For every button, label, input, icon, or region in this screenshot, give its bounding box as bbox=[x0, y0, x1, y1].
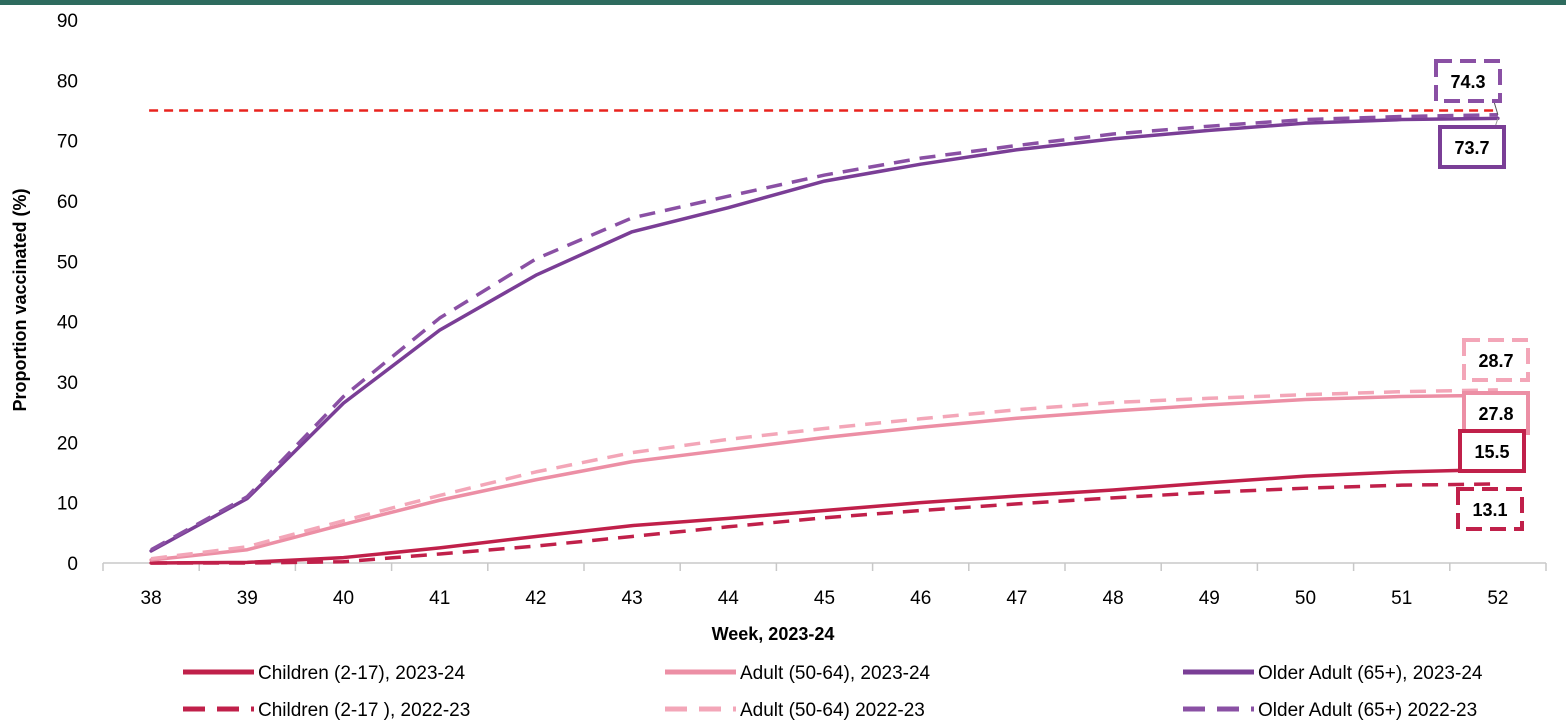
callout-box bbox=[1462, 338, 1530, 382]
y-tick-label: 20 bbox=[57, 433, 78, 454]
legend-label: Older Adult (65+), 2023-24 bbox=[1258, 663, 1483, 684]
callout-label: 15.5 bbox=[1474, 442, 1509, 462]
x-tick-label: 40 bbox=[333, 588, 354, 609]
callout-13-1: 13.1 bbox=[1456, 487, 1524, 531]
y-tick-label: 40 bbox=[57, 313, 78, 334]
callout-15-5: 15.5 bbox=[1458, 429, 1526, 473]
series-line-6 bbox=[150, 112, 1498, 552]
y-tick-label: 50 bbox=[57, 252, 78, 273]
y-tick-label: 70 bbox=[57, 132, 78, 153]
callout-box bbox=[1438, 125, 1506, 169]
x-tick-label: 39 bbox=[237, 588, 258, 609]
y-tick-label: 80 bbox=[57, 71, 78, 92]
top-accent-bar bbox=[0, 0, 1566, 5]
callout-label: 74.3 bbox=[1450, 72, 1485, 92]
callout-label: 13.1 bbox=[1472, 500, 1507, 520]
legend-label: Children (2-17), 2023-24 bbox=[258, 663, 465, 684]
y-tick-label: 90 bbox=[57, 11, 78, 32]
y-tick-label: 10 bbox=[57, 494, 78, 515]
legend-item-2: Children (2-17 ), 2022-23 bbox=[183, 700, 470, 721]
callout-73-7: 73.7 bbox=[1438, 118, 1506, 169]
legend-label: Children (2-17 ), 2022-23 bbox=[258, 700, 470, 721]
callout-label: 27.8 bbox=[1478, 404, 1513, 424]
x-tick-label: 38 bbox=[141, 588, 162, 609]
callout-box bbox=[1458, 429, 1526, 473]
legend-label: Older Adult (65+) 2022-23 bbox=[1258, 700, 1477, 721]
x-axis-title: Week, 2023-24 bbox=[712, 624, 835, 644]
callout-box bbox=[1434, 59, 1502, 103]
callout-74-3: 74.3 bbox=[1434, 59, 1502, 115]
series-line-1 bbox=[149, 467, 1500, 565]
x-tick-label: 48 bbox=[1103, 588, 1124, 609]
x-tick-label: 45 bbox=[814, 588, 835, 609]
legend-item-3: Adult (50-64), 2023-24 bbox=[665, 663, 931, 684]
x-tick-label: 46 bbox=[910, 588, 931, 609]
callout-27-8: 27.8 bbox=[1462, 391, 1530, 435]
callout-box bbox=[1456, 487, 1524, 531]
legend-item-4: Adult (50-64) 2022-23 bbox=[665, 700, 925, 721]
x-tick-label: 42 bbox=[525, 588, 546, 609]
x-axis: 38 39 40 41 42 43 44 45 46 47 48 49 50 51 52 bbox=[102, 562, 1547, 609]
legend-item-6: Older Adult (65+) 2022-23 bbox=[1183, 700, 1477, 721]
value-callouts: 74.3 73.7 28.7 27.8 15.5 13.1 bbox=[1434, 59, 1530, 531]
legend-item-1: Children (2-17), 2023-24 bbox=[183, 663, 465, 684]
x-tick-label: 41 bbox=[429, 588, 450, 609]
series-line-3 bbox=[149, 393, 1500, 562]
legend-label: Adult (50-64) 2022-23 bbox=[740, 700, 925, 721]
callout-label: 28.7 bbox=[1478, 351, 1513, 371]
series-line-5 bbox=[149, 116, 1500, 553]
callout-label: 73.7 bbox=[1454, 138, 1489, 158]
y-tick-label: 0 bbox=[67, 554, 78, 575]
x-tick-label: 49 bbox=[1199, 588, 1220, 609]
x-tick-label: 51 bbox=[1391, 588, 1412, 609]
legend-label: Adult (50-64), 2023-24 bbox=[740, 663, 931, 684]
series-lines bbox=[149, 112, 1500, 565]
x-tick-label: 50 bbox=[1295, 588, 1316, 609]
x-tick-label: 47 bbox=[1006, 588, 1027, 609]
y-axis-title: Proportion vaccinated (%) bbox=[10, 188, 30, 411]
legend: Children (2-17), 2023-24 Adult (50-64), 2… bbox=[183, 663, 1483, 721]
y-tick-label: 30 bbox=[57, 373, 78, 394]
x-tick-label: 43 bbox=[622, 588, 643, 609]
callout-28-7: 28.7 bbox=[1462, 338, 1530, 382]
legend-item-5: Older Adult (65+), 2023-24 bbox=[1183, 663, 1483, 684]
series-line-2 bbox=[151, 482, 1498, 565]
x-tick-label: 52 bbox=[1487, 588, 1508, 609]
y-axis-ticks: 0 10 20 30 40 50 60 70 80 90 bbox=[57, 11, 78, 575]
x-tick-label: 44 bbox=[718, 588, 740, 609]
y-tick-label: 60 bbox=[57, 192, 78, 213]
series-line-4 bbox=[150, 388, 1498, 561]
